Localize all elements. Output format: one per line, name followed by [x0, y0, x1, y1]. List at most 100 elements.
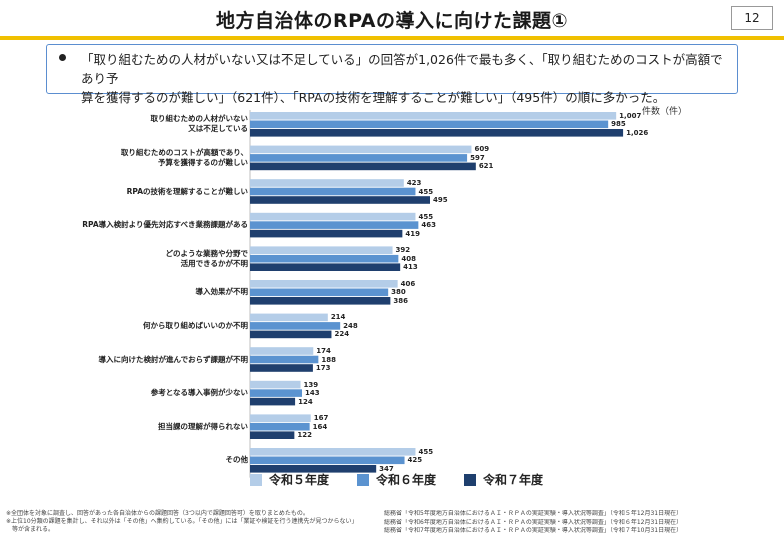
category-label-line: 参考となる導入事例が少ない: [150, 388, 248, 398]
bar: [250, 221, 419, 229]
bar: [250, 422, 310, 431]
data-label: 406: [400, 279, 416, 288]
data-label: 621: [478, 162, 494, 171]
footnote: ※全団体を対象に調査し、回答があった各自治体からの課題回答（3つ以内で課題回答可…: [6, 510, 386, 534]
legend-swatch-r5: [250, 473, 262, 486]
bar: [250, 364, 313, 372]
data-label: 124: [298, 397, 313, 406]
data-label: 1,026: [626, 128, 649, 137]
summary-box: 「取り組むための人材がいない又は不足している」の回答が1,026件で最も多く、「…: [46, 44, 738, 105]
footnote-line-1: ※全団体を対象に調査し、回答があった各自治体からの課題回答（3つ以内で課題回答可…: [6, 510, 309, 517]
bullet-icon: [59, 54, 66, 61]
category-label: 何から取り組めばいいのか不明: [143, 321, 248, 331]
category-label-line: 又は不足している: [188, 124, 248, 134]
bar: [250, 187, 416, 196]
bar: [250, 297, 391, 305]
data-label: 455: [418, 187, 434, 196]
data-label: 419: [405, 229, 420, 238]
bar: [250, 389, 302, 397]
bar: [250, 145, 472, 154]
data-label: 609: [474, 145, 490, 154]
data-label: 423: [406, 179, 422, 187]
bar: [250, 280, 398, 288]
category-label-line: 担当課の理解が得られない: [158, 421, 248, 431]
data-label: 463: [421, 221, 436, 230]
data-label: 173: [315, 364, 331, 372]
data-label: 248: [343, 321, 358, 330]
category-label: 取り組むための人材がいない 又は不足している: [151, 114, 249, 134]
category-label-line: RPAの技術を理解することが難しい: [126, 186, 248, 196]
footnote-line-3: 等が含まれる。: [6, 526, 55, 533]
bar: [250, 414, 311, 422]
category-label: 取り組むためのコストが高額であり、 予算を獲得するのが難しい: [121, 148, 248, 168]
category-label: 導入に向けた検討が進んでおらず課題が不明: [99, 355, 248, 365]
footnote-line-2: ※上位10分類の課題を集計し、それ以外は「その他」へ集約している。「その他」には…: [6, 518, 358, 525]
data-label: 167: [313, 414, 329, 423]
bar: [250, 120, 609, 129]
data-label: 392: [395, 246, 411, 255]
legend-label-r6: 令和６年度: [376, 473, 437, 487]
category-label-line: 取り組むための人材がいない: [150, 114, 249, 124]
category-label-line: 導入効果が不明: [195, 287, 249, 297]
bar: [250, 431, 295, 439]
bar: [250, 397, 296, 406]
summary-line-2: 算を獲得するのが難しい」（621件）、「RPAの技術を理解することが難しい」（4…: [81, 90, 666, 105]
category-label: 担当課の理解が得られない: [158, 422, 248, 432]
bar: [250, 322, 341, 330]
chart-legend: 令和５年度 令和６年度 令和７年度: [250, 471, 543, 488]
source-line-1: 総務省「令和5年度地方自治体におけるＡＩ・ＲＰＡの実証実験・導入状況等調査」（令…: [384, 510, 683, 517]
data-label: 380: [391, 288, 406, 297]
data-label: 495: [433, 196, 448, 204]
bar: [250, 154, 468, 162]
category-label: 参考となる導入事例が少ない: [151, 388, 248, 398]
page-title: 地方自治体のRPAの導入に向けた課題①: [215, 10, 569, 32]
category-label-line: 活用できるかが不明: [180, 258, 248, 268]
legend-item-r5: 令和５年度: [250, 471, 329, 488]
source-notes: 総務省「令和5年度地方自治体におけるＡＩ・ＲＰＡの実証実験・導入状況等調査」（令…: [384, 510, 776, 536]
data-label: 143: [305, 389, 320, 398]
bar: [250, 162, 476, 171]
source-line-3: 総務省「令和7年度地方自治体におけるＡＩ・ＲＰＡの実証実験・導入状況等調査」（令…: [384, 527, 683, 534]
data-label: 188: [321, 355, 336, 364]
data-label: 122: [297, 431, 312, 440]
bar: [250, 196, 430, 204]
summary-line-1: 「取り組むための人材がいない又は不足している」の回答が1,026件で最も多く、「…: [81, 52, 723, 86]
data-label: 214: [330, 313, 346, 322]
data-label: 455: [418, 212, 434, 221]
category-label-line: その他: [225, 455, 249, 465]
bar: [250, 330, 332, 339]
data-label: 1,007: [619, 111, 642, 120]
category-label-line: 何から取り組めばいいのか不明: [143, 321, 248, 330]
legend-swatch-r6: [357, 473, 370, 486]
source-line-2: 総務省「令和6年度地方自治体におけるＡＩ・ＲＰＡの実証実験・導入状況等調査」（令…: [384, 518, 683, 526]
bar: [250, 263, 401, 271]
data-label: 164: [312, 422, 328, 431]
legend-item-r6: 令和６年度: [357, 471, 436, 488]
category-label-line: どのような業務や分野で: [165, 248, 249, 258]
legend-label-r5: 令和５年度: [269, 473, 330, 487]
legend-label-r7: 令和７年度: [483, 473, 544, 487]
bar: [250, 179, 404, 187]
bar: [250, 347, 314, 355]
data-label: 174: [316, 347, 331, 355]
bar: [250, 380, 301, 389]
category-label-line: 取り組むためのコストが高額であり、: [120, 148, 248, 157]
legend-swatch-r7: [464, 473, 477, 486]
title-underline: [0, 36, 784, 40]
bar: [250, 465, 377, 473]
bar: [250, 254, 399, 263]
bar: [250, 229, 403, 238]
bar: [250, 288, 389, 297]
data-label: 985: [611, 120, 626, 129]
bar: [250, 448, 416, 456]
category-label: 導入効果が不明: [196, 287, 249, 297]
category-label: その他: [226, 455, 249, 465]
bar: [250, 246, 393, 254]
bar: [250, 129, 624, 137]
data-label: 425: [407, 456, 423, 465]
data-label: 455: [418, 447, 434, 456]
data-label: 224: [334, 330, 350, 339]
page-number: 12: [731, 6, 773, 30]
bar: [250, 212, 416, 221]
